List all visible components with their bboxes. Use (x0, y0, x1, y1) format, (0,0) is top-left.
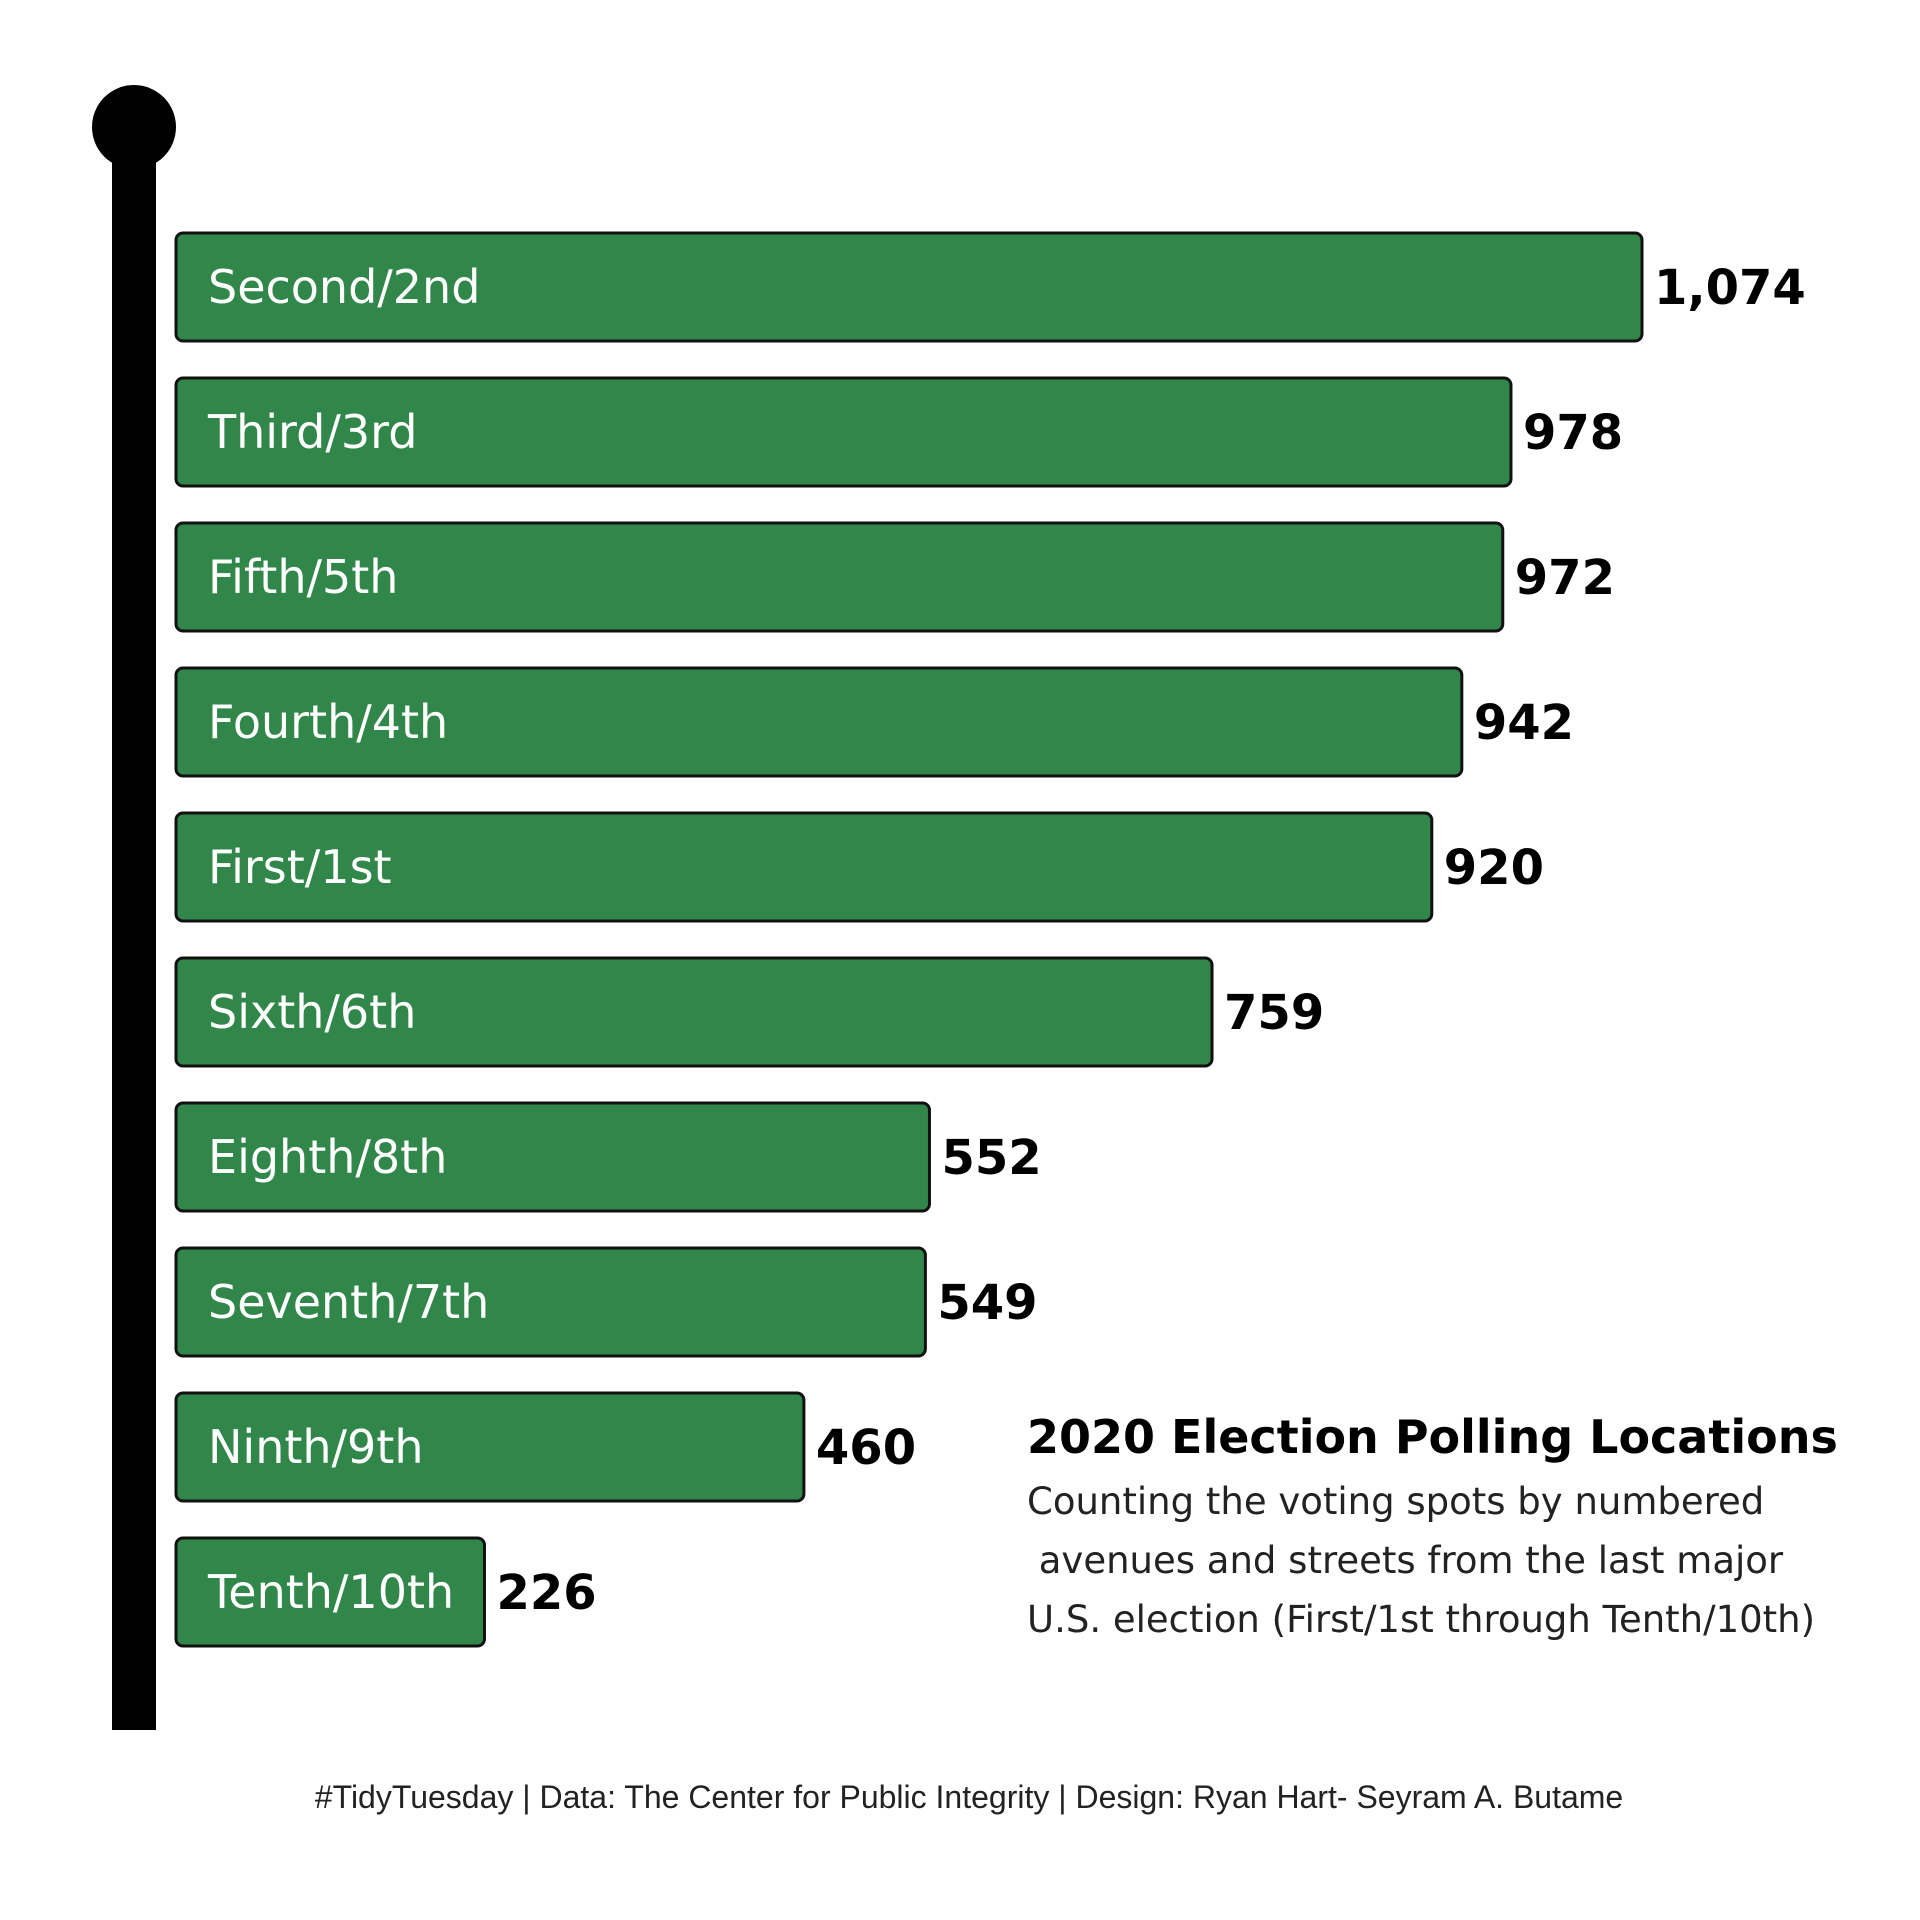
bar-category-label: Second/2nd (208, 260, 480, 314)
bar-value-label: 549 (937, 1275, 1037, 1331)
bar-value-label: 942 (1474, 695, 1574, 751)
bar-value-label: 920 (1444, 840, 1544, 896)
bar (174, 231, 1644, 343)
bar (174, 666, 1464, 778)
bar-row: Fourth/4th 942 (174, 666, 1574, 778)
chart-title: 2020 Election Polling Locations (1027, 1410, 1838, 1464)
bar-category-label: First/1st (208, 840, 392, 894)
bar-value-label: 226 (496, 1565, 596, 1621)
bar-category-label: Seventh/7th (208, 1275, 489, 1329)
bar-row: Third/3rd 978 (174, 376, 1623, 488)
caption: #TidyTuesday | Data: The Center for Publ… (315, 1779, 1623, 1815)
bar (174, 811, 1434, 923)
title-block: 2020 Election Polling Locations Counting… (1027, 1410, 1838, 1641)
bar (174, 376, 1513, 488)
flag-pole-shaft (112, 128, 156, 1730)
flag-pole (92, 85, 176, 1730)
bar-row: Seventh/7th 549 (174, 1246, 1038, 1358)
chart-subtitle-line-2: avenues and streets from the last major (1027, 1539, 1784, 1582)
bar (174, 1101, 931, 1213)
bar-category-label: Ninth/9th (208, 1420, 424, 1474)
bar-category-label: Sixth/6th (208, 985, 416, 1039)
bar-value-label: 978 (1523, 405, 1623, 461)
bar-row: First/1st 920 (174, 811, 1544, 923)
bar-row: Tenth/10th 226 (174, 1536, 597, 1648)
bar (174, 1536, 486, 1648)
bar (174, 1391, 806, 1503)
chart-subtitle-line-3: U.S. election (First/1st through Tenth/1… (1027, 1598, 1815, 1641)
flag-pole-finial (92, 85, 176, 169)
bar-value-label: 759 (1224, 985, 1324, 1041)
bar (174, 956, 1214, 1068)
bar-category-label: Fifth/5th (208, 550, 398, 604)
bar-category-label: Tenth/10th (207, 1565, 454, 1619)
bar-row: Second/2nd 1,074 (174, 231, 1806, 343)
bar-row: Eighth/8th 552 (174, 1101, 1042, 1213)
bar (174, 1246, 927, 1358)
bar-value-label: 972 (1515, 550, 1615, 606)
bar-category-label: Third/3rd (207, 405, 417, 459)
bar-row: Sixth/6th 759 (174, 956, 1324, 1068)
bar-value-label: 552 (941, 1130, 1041, 1186)
bar-value-label: 1,074 (1654, 260, 1806, 316)
bar-category-label: Eighth/8th (208, 1130, 447, 1184)
bar-row: Fifth/5th 972 (174, 521, 1615, 633)
bar-category-label: Fourth/4th (208, 695, 448, 749)
bar-value-label: 460 (816, 1420, 916, 1476)
bar-row: Ninth/9th 460 (174, 1391, 916, 1503)
bar (174, 521, 1505, 633)
chart-subtitle-line-1: Counting the voting spots by numbered (1027, 1480, 1764, 1523)
